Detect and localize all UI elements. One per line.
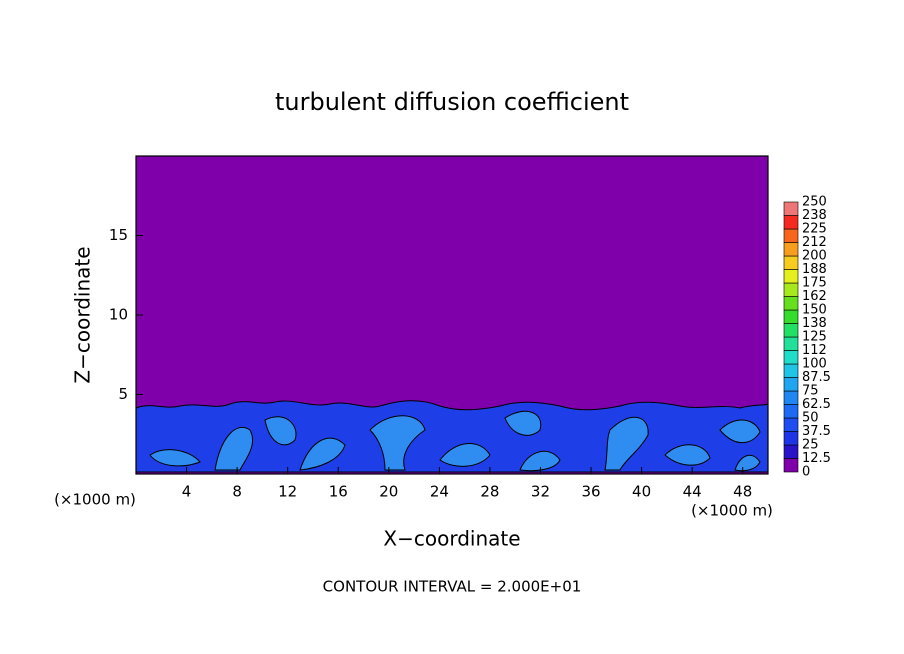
x-tick-label: 4 [182,483,192,501]
colorbar-box [783,242,799,257]
x-tick-label: 16 [329,483,348,501]
colorbar: 012.52537.55062.57587.510011212513815016… [783,195,831,480]
colorbar-box [783,377,799,392]
contour-interval: CONTOUR INTERVAL = 2.000E+01 [323,578,582,596]
colorbar-box [783,350,799,365]
x-tick-label: 12 [278,483,297,501]
x-tick-label: 48 [733,483,752,501]
colorbar-label: 188 [802,262,827,277]
colorbar-label: 162 [802,289,827,304]
colorbar-box [783,269,799,284]
colorbar-box [783,390,799,405]
colorbar-label: 125 [802,330,827,345]
colorbar-label: 37.5 [802,424,831,439]
colorbar-label: 200 [802,249,827,264]
colorbar-box [783,323,799,338]
colorbar-box [783,417,799,432]
colorbar-box [783,201,799,216]
colorbar-box [783,444,799,459]
x-tick-label: 44 [683,483,702,501]
colorbar-box [783,255,799,270]
colorbar-label: 225 [802,222,827,237]
colorbar-label: 12.5 [802,451,831,466]
y-tick-label: 15 [109,226,128,244]
colorbar-label: 250 [802,195,827,210]
colorbar-label: 112 [802,343,827,358]
x-unit-label: (×1000 m) [691,502,773,520]
chart-title: turbulent diffusion coefficient [275,88,629,116]
colorbar-box [783,215,799,230]
y-tick-label: 5 [118,385,128,403]
colorbar-label: 150 [802,303,827,318]
x-tick-label: 28 [480,483,499,501]
colorbar-box [783,363,799,378]
colorbar-label: 138 [802,316,827,331]
x-tick-label: 20 [379,483,398,501]
colorbar-label: 100 [802,357,827,372]
colorbar-box [783,458,799,473]
colorbar-label: 0 [802,465,810,480]
y-axis-label: Z−coordinate [71,246,95,383]
y-tick-label: 10 [109,306,128,324]
colorbar-label: 175 [802,276,827,291]
x-tick-label: 8 [232,483,242,501]
colorbar-label: 25 [802,438,819,453]
x-tick-label: 40 [632,483,651,501]
x-tick-label: 32 [531,483,550,501]
colorbar-box [783,309,799,324]
colorbar-label: 50 [802,411,819,426]
colorbar-label: 75 [802,384,819,399]
x-tick-label: 36 [581,483,600,501]
x-axis-label: X−coordinate [383,527,520,551]
colorbar-label: 212 [802,235,827,250]
colorbar-box [783,404,799,419]
colorbar-box [783,228,799,243]
colorbar-label: 87.5 [802,370,831,385]
turbulent-field [135,400,769,473]
y-unit-label: (×1000 m) [54,491,136,509]
colorbar-label: 238 [802,208,827,223]
colorbar-box [783,431,799,446]
colorbar-label: 62.5 [802,397,831,412]
x-tick-label: 24 [430,483,449,501]
colorbar-box [783,282,799,297]
colorbar-box [783,296,799,311]
colorbar-box [783,336,799,351]
